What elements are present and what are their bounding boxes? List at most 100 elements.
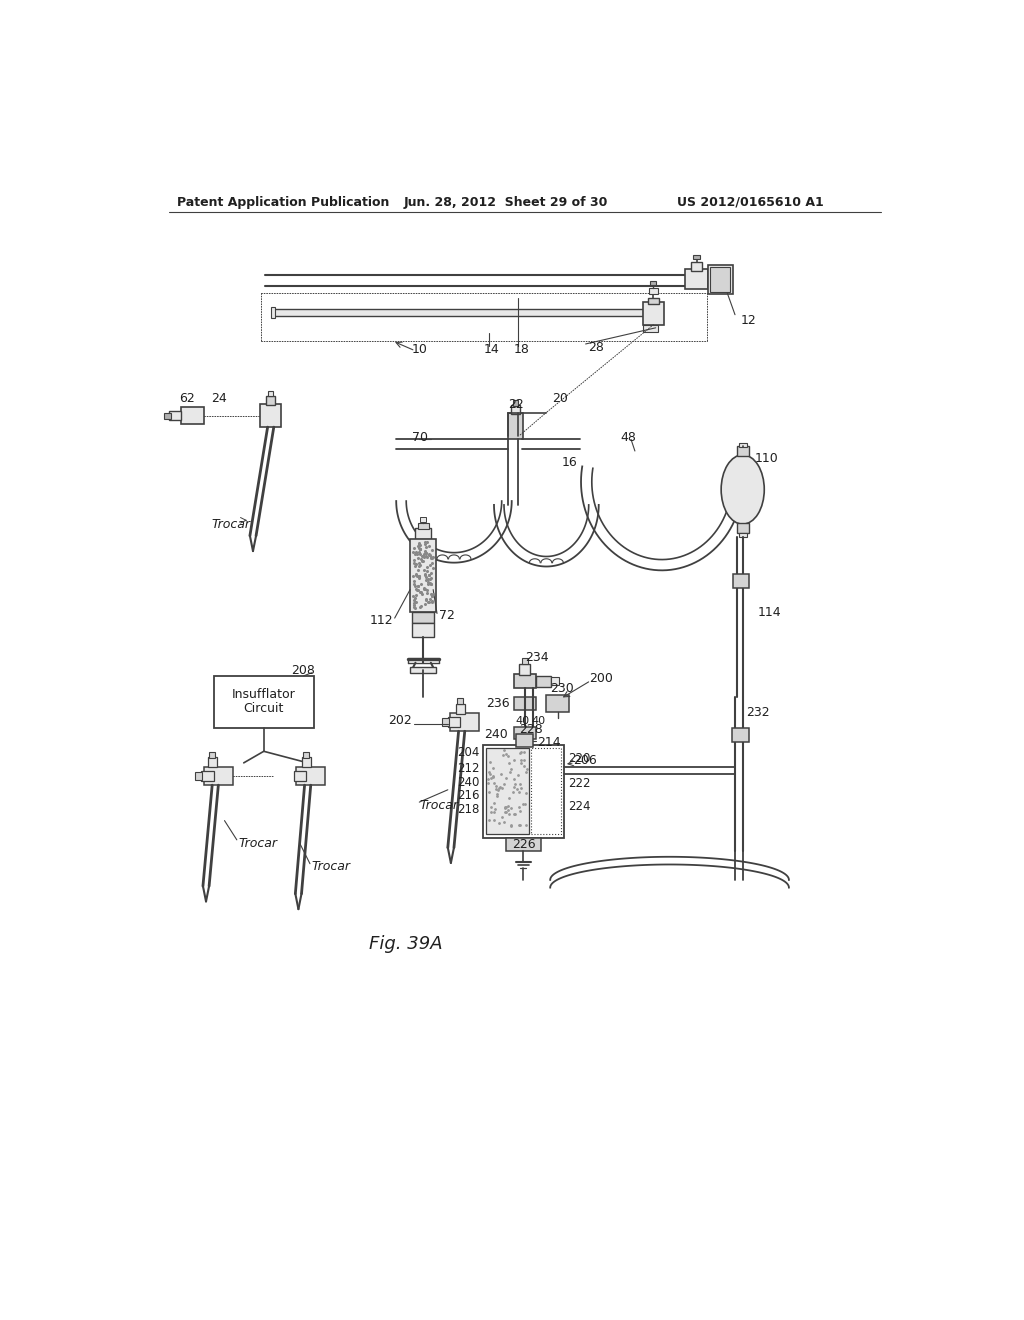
Bar xyxy=(410,667,436,673)
Bar xyxy=(732,729,749,742)
Text: Trocar: Trocar xyxy=(239,837,278,850)
Text: 216: 216 xyxy=(457,789,479,803)
Text: 72: 72 xyxy=(438,610,455,622)
Text: 48: 48 xyxy=(621,430,636,444)
Bar xyxy=(536,676,551,686)
Bar xyxy=(739,532,746,537)
Bar xyxy=(733,574,749,589)
Bar xyxy=(511,405,520,414)
Text: Circuit: Circuit xyxy=(244,702,284,714)
Bar xyxy=(165,413,171,418)
Bar xyxy=(736,446,749,455)
Text: 200: 200 xyxy=(589,672,612,685)
Text: 62: 62 xyxy=(179,392,195,405)
Ellipse shape xyxy=(721,455,764,524)
Text: 214: 214 xyxy=(538,735,561,748)
Bar xyxy=(514,697,536,710)
Bar xyxy=(736,524,749,533)
Bar xyxy=(169,411,181,420)
Bar xyxy=(739,442,746,447)
Bar xyxy=(441,718,449,726)
Bar xyxy=(447,717,460,727)
Bar xyxy=(451,713,479,731)
Text: 220: 220 xyxy=(568,752,590,766)
Bar xyxy=(420,517,426,521)
Text: 218: 218 xyxy=(457,804,479,816)
Bar xyxy=(266,396,275,405)
Text: 236: 236 xyxy=(486,697,510,710)
Text: Trocar: Trocar xyxy=(419,799,459,812)
Text: Fig. 39A: Fig. 39A xyxy=(370,935,443,953)
Bar xyxy=(271,308,275,318)
Bar xyxy=(514,726,536,739)
Text: 234: 234 xyxy=(525,651,549,664)
Bar xyxy=(413,612,434,623)
Bar xyxy=(649,288,658,294)
Text: 112: 112 xyxy=(370,614,393,627)
Bar xyxy=(650,281,656,285)
Bar xyxy=(303,752,309,758)
Bar xyxy=(692,255,700,259)
Bar xyxy=(413,623,434,636)
Text: 70: 70 xyxy=(412,430,428,444)
Text: 14: 14 xyxy=(483,343,499,356)
Bar xyxy=(513,400,518,405)
Bar xyxy=(648,298,658,304)
Text: 40: 40 xyxy=(531,715,545,726)
Text: 12: 12 xyxy=(741,314,757,326)
Bar xyxy=(643,325,658,333)
Bar xyxy=(209,752,215,758)
Text: Patent Application Publication: Patent Application Publication xyxy=(177,195,389,209)
Text: Jun. 28, 2012  Sheet 29 of 30: Jun. 28, 2012 Sheet 29 of 30 xyxy=(403,195,608,209)
Bar xyxy=(301,758,310,767)
Bar xyxy=(514,675,536,688)
Text: 24: 24 xyxy=(211,392,227,405)
Bar xyxy=(515,734,532,747)
Text: 204: 204 xyxy=(457,746,479,759)
Bar xyxy=(202,771,214,781)
Bar xyxy=(296,767,326,785)
Bar xyxy=(643,302,665,325)
Text: 22: 22 xyxy=(508,399,523,412)
Bar xyxy=(180,407,204,424)
Bar xyxy=(410,539,436,612)
Text: 208: 208 xyxy=(291,664,314,677)
Bar xyxy=(508,412,523,440)
Text: 224: 224 xyxy=(568,800,591,813)
Bar xyxy=(273,309,643,317)
Text: US 2012/0165610 A1: US 2012/0165610 A1 xyxy=(677,195,824,209)
Bar xyxy=(214,676,313,729)
Text: 20: 20 xyxy=(553,392,568,405)
Bar xyxy=(416,528,431,539)
Bar xyxy=(260,404,282,428)
Text: 16: 16 xyxy=(562,455,578,469)
Bar xyxy=(457,698,463,705)
Text: Trocar: Trocar xyxy=(311,861,350,874)
Bar xyxy=(506,838,541,851)
Bar xyxy=(196,772,202,780)
Text: 206: 206 xyxy=(573,754,597,767)
Bar xyxy=(521,659,528,664)
Bar xyxy=(483,744,564,838)
Bar xyxy=(456,704,465,714)
Bar xyxy=(208,758,217,767)
Bar xyxy=(711,267,730,292)
Text: 110: 110 xyxy=(755,453,778,465)
Text: 40: 40 xyxy=(515,715,529,726)
Bar xyxy=(204,767,233,785)
Bar xyxy=(551,677,559,685)
Bar xyxy=(547,696,569,711)
Bar xyxy=(486,748,528,834)
Text: 240: 240 xyxy=(484,727,508,741)
Text: Trocar: Trocar xyxy=(211,517,251,531)
Text: 240: 240 xyxy=(457,776,479,788)
Bar xyxy=(418,523,429,529)
Bar xyxy=(708,264,733,294)
Bar xyxy=(268,391,273,396)
Text: 232: 232 xyxy=(746,706,770,719)
Bar xyxy=(531,748,561,834)
Text: 114: 114 xyxy=(758,606,781,619)
Text: 10: 10 xyxy=(412,343,427,356)
Text: 202: 202 xyxy=(388,714,412,727)
Text: 28: 28 xyxy=(588,341,604,354)
